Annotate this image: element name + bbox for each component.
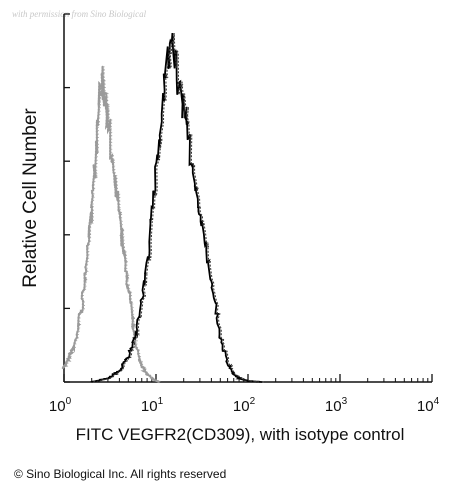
x-tick-label-exponent: 1 xyxy=(158,396,164,407)
plot-area xyxy=(61,13,433,384)
x-tick-label: 102 xyxy=(233,396,256,415)
x-tick-label: 104 xyxy=(417,396,440,415)
watermark-text: with permission from Sino Biological xyxy=(12,9,147,19)
x-tick-label-base: 10 xyxy=(49,398,66,415)
x-tick-label-base: 10 xyxy=(233,398,250,415)
x-tick-labels: 100 101 102 103 104 xyxy=(49,396,440,415)
x-tick-label-base: 10 xyxy=(325,398,342,415)
x-tick-label-exponent: 2 xyxy=(250,396,256,407)
x-tick-label-exponent: 3 xyxy=(342,396,348,407)
x-tick-label: 100 xyxy=(49,396,72,415)
x-tick-label-base: 10 xyxy=(141,398,158,415)
y-axis-ticks xyxy=(64,13,70,383)
x-tick-label-exponent: 4 xyxy=(434,396,440,407)
vegfr2-trace-texture xyxy=(92,32,264,383)
x-tick-label-exponent: 0 xyxy=(66,396,72,407)
isotype-control-trace-texture xyxy=(63,66,162,383)
x-tick-label-base: 10 xyxy=(417,398,434,415)
isotype-control-series xyxy=(61,66,162,384)
x-axis-ticks xyxy=(63,374,433,382)
x-tick-label: 103 xyxy=(325,396,348,415)
vegfr2-series xyxy=(90,32,264,383)
copyright-text: © Sino Biological Inc. All rights reserv… xyxy=(14,467,226,481)
series-layer xyxy=(61,32,264,384)
y-axis-label: Relative Cell Number xyxy=(20,108,41,288)
x-tick-label: 101 xyxy=(141,396,164,415)
isotype-control-trace xyxy=(61,66,162,384)
vegfr2-trace xyxy=(90,32,263,383)
x-axis-label: FITC VEGFR2(CD309), with isotype control xyxy=(76,425,405,444)
